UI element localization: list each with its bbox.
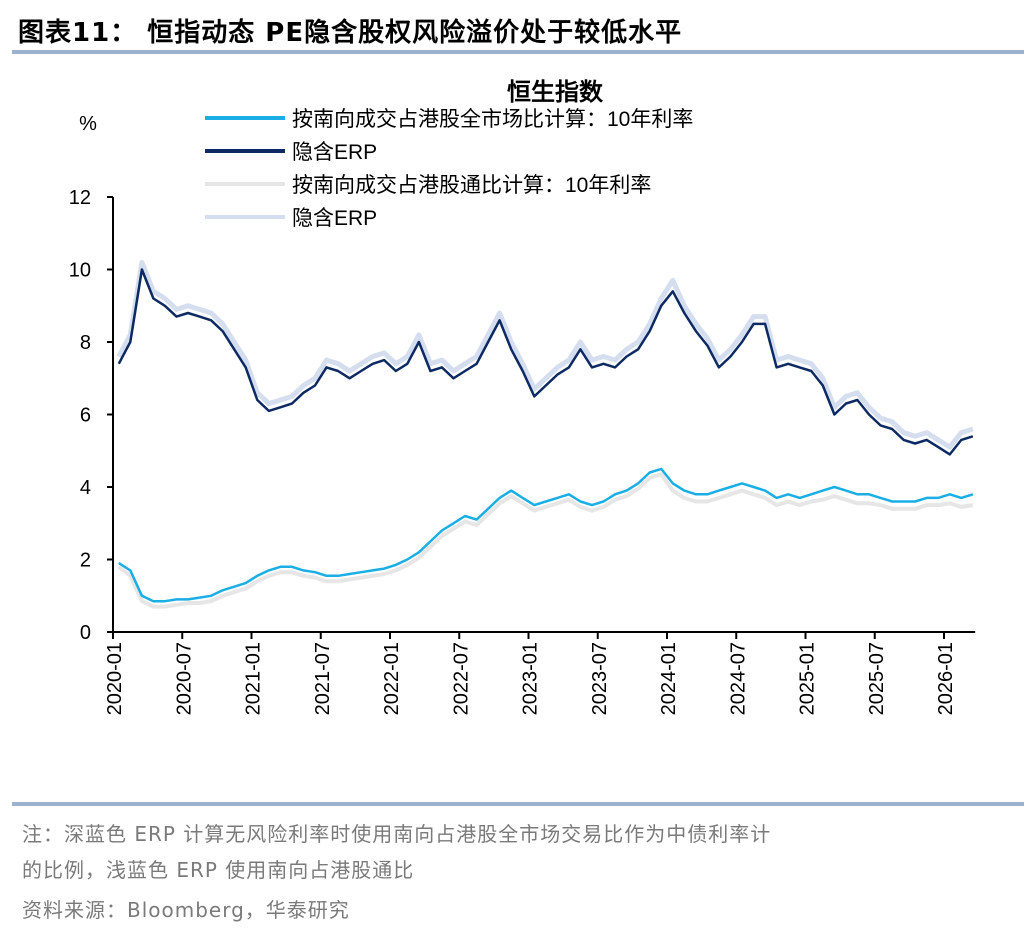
footnote-line-1: 注：深蓝色 ERP 计算无风险利率时使用南向占港股全市场交易比作为中债利率计: [22, 822, 772, 846]
series-line-2: [118, 467, 974, 603]
x-tick-label: 2020-01: [104, 642, 126, 715]
y-tick-label: 12: [69, 187, 91, 209]
y-tick-label: 4: [80, 477, 91, 499]
series-line-3: [117, 268, 974, 456]
figure-title: 图表11： 恒指动态 PE隐含股权风险溢价处于较低水平: [18, 18, 683, 48]
x-tick-label: 2024-01: [658, 642, 680, 715]
footnote-line-2: 的比例，浅蓝色 ERP 使用南向占港股通比: [22, 858, 415, 882]
x-tick-label: 2022-01: [381, 642, 403, 715]
x-tick-label: 2025-01: [797, 642, 819, 715]
axes: 0 2 4 6 8 10 12 2020-01 2020-07 2021-01 2021-07 202…: [69, 187, 976, 715]
legend-label: 隐含ERP: [292, 207, 377, 230]
y-tick-label: 8: [80, 332, 91, 354]
x-tick-label: 2024-07: [727, 642, 749, 715]
x-tick-label: 2026-01: [935, 642, 957, 715]
series-line-1: [116, 259, 974, 450]
legend-label: 按南向成交占港股全市场比计算：10年利率: [292, 108, 693, 131]
legend-label: 按南向成交占港股通比计算：10年利率: [292, 174, 651, 197]
legend-label: 隐含ERP: [292, 141, 377, 164]
x-tick-label: 2021-07: [312, 642, 334, 715]
series-line-0: [117, 472, 974, 609]
y-tick-label: 6: [80, 405, 91, 427]
x-tick-label: 2020-07: [173, 642, 195, 715]
line-chart: 恒生指数 % 按南向成交占港股全市场比计算：10年利率隐含ERP按南向成交占港股…: [69, 79, 976, 715]
x-tick-label: 2023-07: [589, 642, 611, 715]
y-tick-label: 2: [80, 550, 91, 572]
footer-divider: [12, 802, 1024, 806]
y-tick-label: 0: [80, 622, 91, 644]
header-divider: [12, 50, 1024, 54]
source-note: 资料来源：Bloomberg，华泰研究: [22, 898, 350, 922]
x-tick-label: 2023-01: [520, 642, 542, 715]
x-tick-label: 2021-01: [243, 642, 265, 715]
x-tick-label: 2022-07: [450, 642, 472, 715]
y-tick-label: 10: [69, 260, 91, 282]
chart-title: 恒生指数: [507, 79, 604, 106]
y-axis-unit: %: [79, 113, 97, 135]
x-tick-label: 2025-07: [866, 642, 888, 715]
series-layer: [116, 259, 974, 609]
